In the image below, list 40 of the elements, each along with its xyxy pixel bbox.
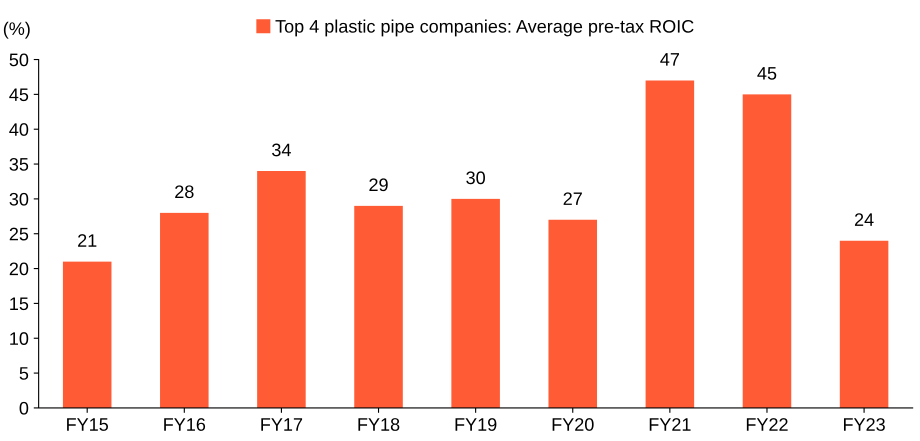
data-label: 29: [369, 178, 388, 192]
bar: [354, 206, 403, 408]
data-label: 24: [854, 213, 874, 226]
data-label: 21: [78, 234, 96, 247]
data-label: 30: [466, 171, 485, 184]
bar: [160, 212, 209, 408]
x-tick-label: FY20: [552, 418, 594, 431]
data-label: 47: [660, 53, 679, 66]
x-tick-label: FY18: [358, 418, 400, 431]
x-tick-label: FY21: [650, 418, 691, 431]
y-tick-label: 25: [10, 228, 28, 240]
y-tick-label: 20: [10, 262, 28, 276]
bar: [62, 262, 112, 408]
y-tick-label: 15: [10, 298, 28, 310]
legend-label: Top 4 plastic pipe companies: Average pre-tax ROIC: [275, 19, 694, 36]
bar: [257, 171, 306, 408]
data-label: 27: [564, 192, 582, 205]
x-tick-label: FY22: [746, 418, 788, 431]
data-label: 28: [175, 185, 194, 198]
y-tick-label: 0: [20, 402, 28, 415]
x-tick-label: FY19: [456, 418, 496, 431]
data-label: 45: [757, 67, 776, 80]
y-tick-label: 5: [20, 367, 28, 380]
x-tick-label: FY16: [164, 418, 206, 431]
bar: [742, 94, 792, 408]
bar: [646, 80, 694, 408]
y-tick-label: 10: [10, 332, 28, 345]
x-tick-label: FY17: [261, 418, 302, 431]
bar: [840, 240, 888, 408]
y-tick-label: 45: [9, 88, 28, 102]
x-tick-label: FY23: [844, 418, 885, 431]
bar: [548, 220, 598, 408]
x-tick-label: FY15: [67, 418, 108, 431]
y-tick-label: 30: [10, 192, 28, 206]
y-tick-label: 35: [10, 158, 28, 171]
data-label: 34: [272, 144, 291, 156]
y-tick-label: 50: [10, 53, 28, 66]
y-axis-title: (%): [4, 22, 30, 39]
bar: [451, 198, 500, 408]
y-tick-label: 40: [9, 123, 28, 136]
